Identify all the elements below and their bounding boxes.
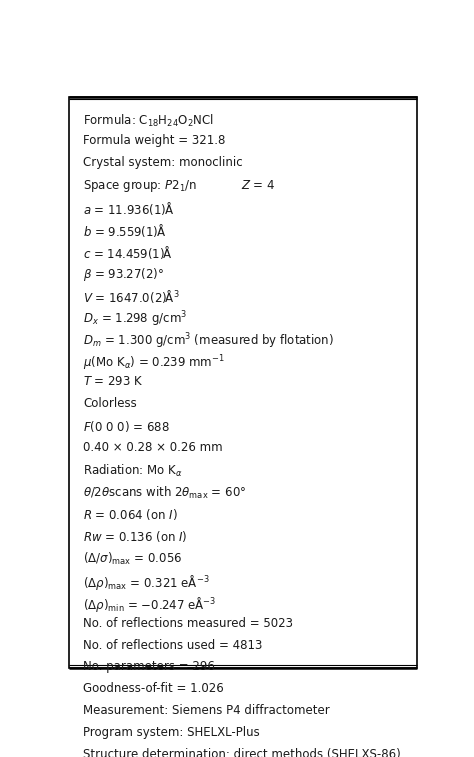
Text: Formula weight = 321.8: Formula weight = 321.8 [83, 134, 226, 148]
Text: No. of reflections measured = 5023: No. of reflections measured = 5023 [83, 617, 293, 630]
Text: $D$$_m$ = 1.300 g/cm$^3$ (measured by flotation): $D$$_m$ = 1.300 g/cm$^3$ (measured by fl… [83, 332, 334, 351]
Text: $T$ = 293 K: $T$ = 293 K [83, 375, 144, 388]
Text: Structure determination: direct methods (SHELXS-86): Structure determination: direct methods … [83, 748, 401, 757]
Text: ($\Delta\rho$)$_{\mathrm{min}}$ = −0.247 eÅ$^{-3}$: ($\Delta\rho$)$_{\mathrm{min}}$ = −0.247… [83, 595, 217, 614]
Text: Measurement: Siemens P4 diffractometer: Measurement: Siemens P4 diffractometer [83, 704, 330, 718]
Text: ($\Delta$/$\sigma$)$_{\mathrm{max}}$ = 0.056: ($\Delta$/$\sigma$)$_{\mathrm{max}}$ = 0… [83, 551, 182, 567]
Text: $V$ = 1647.0(2)Å$^3$: $V$ = 1647.0(2)Å$^3$ [83, 288, 180, 305]
Text: $D$$_x$ = 1.298 g/cm$^3$: $D$$_x$ = 1.298 g/cm$^3$ [83, 310, 187, 329]
Text: $R$ = 0.064 (on $I$): $R$ = 0.064 (on $I$) [83, 507, 178, 522]
Text: Radiation: Mo K$_{\alpha}$: Radiation: Mo K$_{\alpha}$ [83, 463, 183, 479]
Text: $b$ = 9.559(1)Å: $b$ = 9.559(1)Å [83, 222, 166, 239]
Text: $a$ = 11.936(1)Å: $a$ = 11.936(1)Å [83, 200, 174, 217]
Text: ($\Delta\rho$)$_{\mathrm{max}}$ = 0.321 eÅ$^{-3}$: ($\Delta\rho$)$_{\mathrm{max}}$ = 0.321 … [83, 573, 210, 592]
Text: Space group: $P$2$_1$/n            $Z$ = 4: Space group: $P$2$_1$/n $Z$ = 4 [83, 178, 275, 195]
Text: $\beta$ = 93.27(2)°: $\beta$ = 93.27(2)° [83, 266, 164, 283]
Text: Goodness-of-fit = 1.026: Goodness-of-fit = 1.026 [83, 682, 224, 696]
Text: $\theta$/2$\theta$scans with 2$\theta$$_{\mathrm{max}}$ = 60°: $\theta$/2$\theta$scans with 2$\theta$$_… [83, 485, 246, 501]
Text: Formula: C$_{18}$H$_{24}$O$_2$NCl: Formula: C$_{18}$H$_{24}$O$_2$NCl [83, 112, 214, 129]
Text: $c$ = 14.459(1)Å: $c$ = 14.459(1)Å [83, 244, 173, 261]
Text: Program system: SHELXL-Plus: Program system: SHELXL-Plus [83, 726, 260, 740]
Text: Colorless: Colorless [83, 397, 137, 410]
Text: No. of reflections used = 4813: No. of reflections used = 4813 [83, 639, 263, 652]
Text: $Rw$ = 0.136 (on $I$): $Rw$ = 0.136 (on $I$) [83, 529, 188, 544]
Text: $F$(0 0 0) = 688: $F$(0 0 0) = 688 [83, 419, 170, 435]
Text: No. parameters = 296: No. parameters = 296 [83, 661, 215, 674]
Text: $\mu$(Mo K$_{\alpha}$) = 0.239 mm$^{-1}$: $\mu$(Mo K$_{\alpha}$) = 0.239 mm$^{-1}$ [83, 354, 225, 373]
Text: Crystal system: monoclinic: Crystal system: monoclinic [83, 156, 243, 170]
Text: 0.40 × 0.28 × 0.26 mm: 0.40 × 0.28 × 0.26 mm [83, 441, 223, 454]
